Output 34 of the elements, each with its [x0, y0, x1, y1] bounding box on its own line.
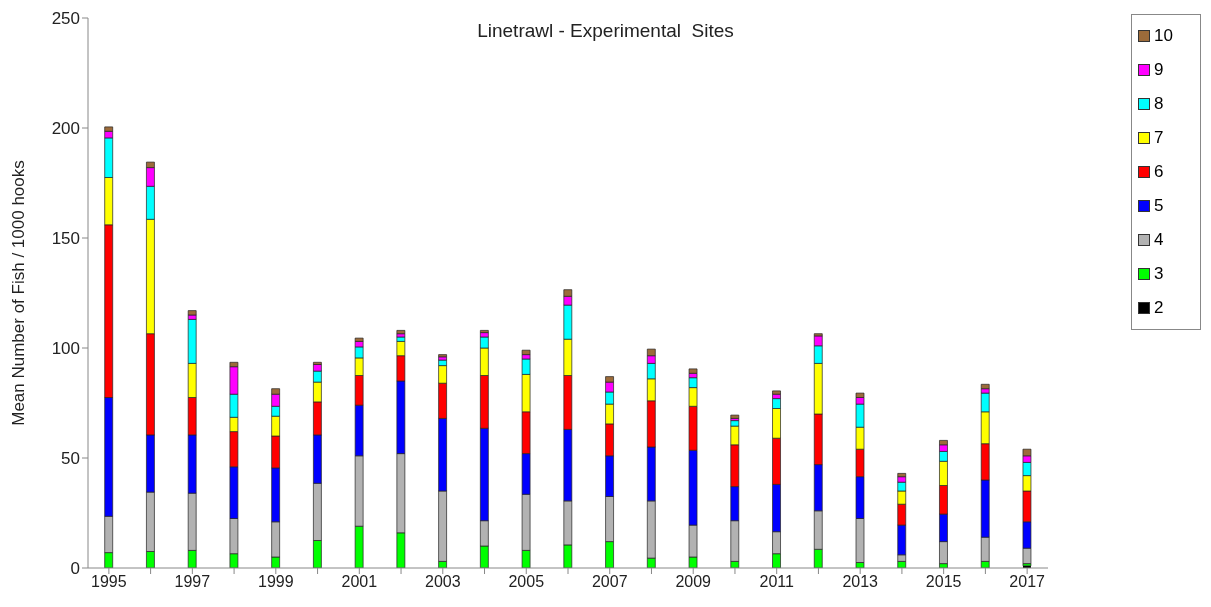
bar: [980, 383, 990, 390]
legend-label: 6: [1154, 162, 1164, 182]
legend-label: 10: [1154, 26, 1173, 46]
chart-title: Linetrawl - Experimental Sites: [477, 20, 734, 41]
x-tick-label: 1999: [258, 573, 294, 591]
x-tick-label: 2009: [675, 573, 712, 591]
x-tick-label: 2007: [591, 573, 628, 591]
x-tick-label: 2001: [341, 573, 378, 591]
x-tick-label: 1997: [174, 573, 211, 591]
legend-label: 4: [1154, 230, 1164, 250]
y-tick-label: 50: [61, 449, 80, 469]
y-tick-label: 150: [51, 229, 80, 249]
bar: [187, 310, 197, 316]
legend-label: 8: [1154, 94, 1164, 114]
y-tick-label: 200: [51, 119, 80, 139]
x-tick-label: 1995: [91, 573, 127, 591]
x-tick-label: 2003: [424, 573, 461, 591]
y-tick-label: 250: [51, 9, 80, 29]
x-tick-label: 2005: [508, 573, 545, 591]
bar: [688, 368, 698, 374]
x-tick-label: 2013: [842, 573, 879, 591]
bar: [772, 390, 781, 395]
legend-label: 2: [1154, 298, 1164, 318]
y-tick-label: 100: [51, 339, 80, 359]
x-tick-label: 2017: [1009, 573, 1046, 591]
legend-label: 7: [1154, 128, 1164, 148]
bar: [730, 414, 740, 419]
x-tick-label: 2011: [759, 573, 794, 591]
legend-label: 3: [1154, 264, 1164, 284]
y-axis-title: Mean Number of Fish / 1000 hooks: [9, 160, 29, 426]
legend-label: 5: [1154, 196, 1164, 216]
y-tick-label: 0: [70, 559, 80, 579]
legend-label: 9: [1154, 60, 1164, 80]
x-tick-label: 2015: [925, 573, 962, 591]
